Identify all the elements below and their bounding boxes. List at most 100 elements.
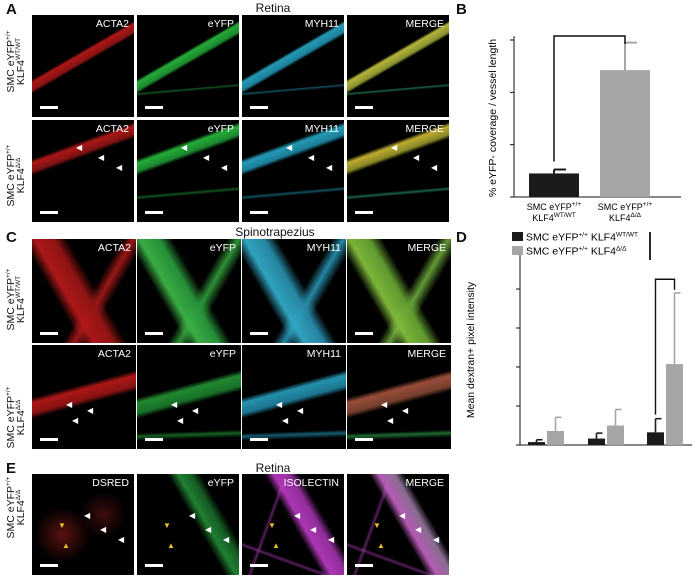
scale-bar <box>250 211 268 214</box>
label-part: SMC eYFP <box>598 202 643 212</box>
scale-bar <box>355 211 373 214</box>
bar <box>647 432 664 445</box>
significance-bracket <box>553 35 626 162</box>
channel-label: MYH11 <box>304 123 339 135</box>
scale-bar <box>145 211 163 214</box>
chart-b: % eYFP- coverage / vessel length SMC eYF… <box>487 35 681 223</box>
arrowhead-icon: ◀ <box>433 535 440 544</box>
chart-b-ylabel-group: % eYFP- coverage / vessel length <box>487 39 499 197</box>
micrograph-c-wt-acta2: ACTA2 <box>32 239 136 343</box>
arrowhead-icon: ◀ <box>326 163 333 172</box>
panel-letter-e: E <box>6 460 17 477</box>
arrowhead-icon: ◀ <box>310 525 317 534</box>
label-part: KLF4 <box>532 213 554 223</box>
channel-label: eYFP <box>209 242 236 254</box>
row-label-a-wt: SMC eYFP+/+ KLF4WT/WT <box>5 30 27 93</box>
arrowhead-icon: ◀ <box>98 153 105 162</box>
micrograph-c-ko-acta2: ACTA2 ◀ ◀ ◀ <box>32 345 136 449</box>
arrowhead-icon: ◀ <box>402 406 409 415</box>
bar <box>588 438 605 445</box>
arrowhead-icon: ◀ <box>387 416 394 425</box>
channel-label: eYFP <box>207 477 234 489</box>
x-tick-label: SMC eYFP+/+ <box>527 201 582 212</box>
micrograph-a-ko-myh11: MYH11 ◀ ◀ ◀ <box>242 120 344 222</box>
panel-letter-d: D <box>456 229 467 246</box>
label-part: KLF4 <box>588 232 616 244</box>
label-part: +/+ <box>579 232 589 239</box>
chart-b-axes <box>510 36 681 198</box>
arrowhead-icon: ▼ <box>373 521 381 530</box>
arrowhead-icon: ◀ <box>223 535 230 544</box>
channel-label: ACTA2 <box>97 242 131 254</box>
micrograph-c-wt-eyfp: eYFP <box>137 239 241 343</box>
micrograph-a-wt-myh11: MYH11 <box>242 15 344 117</box>
legend-swatch <box>512 246 523 255</box>
row-label-a-ko: SMC eYFP+/+ KLF4Δ/Δ <box>5 144 27 207</box>
arrowhead-icon: ◀ <box>415 525 422 534</box>
bar <box>600 70 650 197</box>
row-label-e-ko: SMC eYFP+/+ KLF4Δ/Δ <box>5 476 27 539</box>
arrowhead-icon: ◀ <box>203 153 210 162</box>
arrowhead-icon: ◀ <box>431 163 438 172</box>
micrograph-a-ko-acta2: ACTA2 ◀ ◀ ◀ <box>32 120 134 222</box>
arrowhead-icon: ◀ <box>87 406 94 415</box>
panel-letter-c: C <box>6 229 17 246</box>
label-part: +/+ <box>579 246 589 253</box>
bar <box>529 173 579 197</box>
arrowhead-icon: ◀ <box>276 400 283 409</box>
label-part: SMC eYFP <box>526 232 579 244</box>
arrowhead-icon: ▼ <box>58 521 66 530</box>
chart-b-ylabel: % eYFP- coverage / vessel length <box>487 39 499 197</box>
scale-bar <box>355 106 373 109</box>
chart-d-ylabel: Mean dextran+ pixel intensity <box>465 281 477 418</box>
channel-label: DSRED <box>92 477 129 489</box>
arrowhead-icon: ◀ <box>177 416 184 425</box>
arrowhead-icon: ◀ <box>181 143 188 152</box>
arrowhead-icon: ◀ <box>171 400 178 409</box>
channel-label: MERGE <box>407 242 446 254</box>
channel-label: eYFP <box>209 348 236 360</box>
scale-bar <box>145 332 163 335</box>
panel-letter-a: A <box>6 1 17 18</box>
channel-label: ACTA2 <box>97 348 131 360</box>
scale-bar <box>145 438 163 441</box>
label-part: Δ/Δ <box>631 212 642 219</box>
panel-c-title: Spinotrapezius <box>235 225 315 239</box>
micrograph-a-ko-eyfp: eYFP ◀ ◀ ◀ <box>137 120 239 222</box>
scale-bar <box>40 564 58 567</box>
scale-bar <box>355 332 373 335</box>
micrograph-e-dsred: DSRED ▼ ▲ ◀ ◀ ◀ <box>32 474 134 575</box>
legend-label: SMC eYFP+/+ KLF4WT/WT <box>526 232 638 244</box>
micrograph-a-wt-eyfp: eYFP <box>137 15 239 117</box>
bar <box>666 364 683 445</box>
chart-d-marks <box>528 278 683 445</box>
arrowhead-icon: ▼ <box>163 521 171 530</box>
micrograph-a-ko-merge: MERGE ◀ ◀ ◀ <box>347 120 449 222</box>
arrowhead-icon: ◀ <box>72 416 79 425</box>
label-part: WT/WT <box>554 212 576 219</box>
scale-bar <box>40 106 58 109</box>
scale-bar <box>250 106 268 109</box>
panel-letter-b: B <box>456 1 467 18</box>
micrograph-a-wt-acta2: ACTA2 <box>32 15 134 117</box>
chart-d: Mean dextran+ pixel intensity SMC eYFP+/… <box>465 232 692 446</box>
micrograph-c-ko-merge: MERGE ◀ ◀ ◀ <box>347 345 451 449</box>
arrowhead-icon: ▲ <box>62 541 70 550</box>
x-tick-label: KLF4Δ/Δ <box>609 212 642 223</box>
micrograph-a-wt-merge: MERGE <box>347 15 449 117</box>
x-tick-label: KLF4WT/WT <box>532 212 576 223</box>
scale-bar <box>250 332 268 335</box>
arrowhead-icon: ◀ <box>205 525 212 534</box>
arrowhead-icon: ◀ <box>297 406 304 415</box>
channel-label: ACTA2 <box>95 18 129 30</box>
arrowhead-icon: ◀ <box>399 511 406 520</box>
channel-label: MYH11 <box>306 242 341 254</box>
channel-label: eYFP <box>207 123 234 135</box>
micrograph-c-wt-myh11: MYH11 <box>242 239 346 343</box>
legend-swatch <box>512 232 523 241</box>
channel-label: MERGE <box>407 348 446 360</box>
arrowhead-icon: ▲ <box>272 541 280 550</box>
arrowhead-icon: ◀ <box>100 525 107 534</box>
channel-label: MERGE <box>405 123 444 135</box>
